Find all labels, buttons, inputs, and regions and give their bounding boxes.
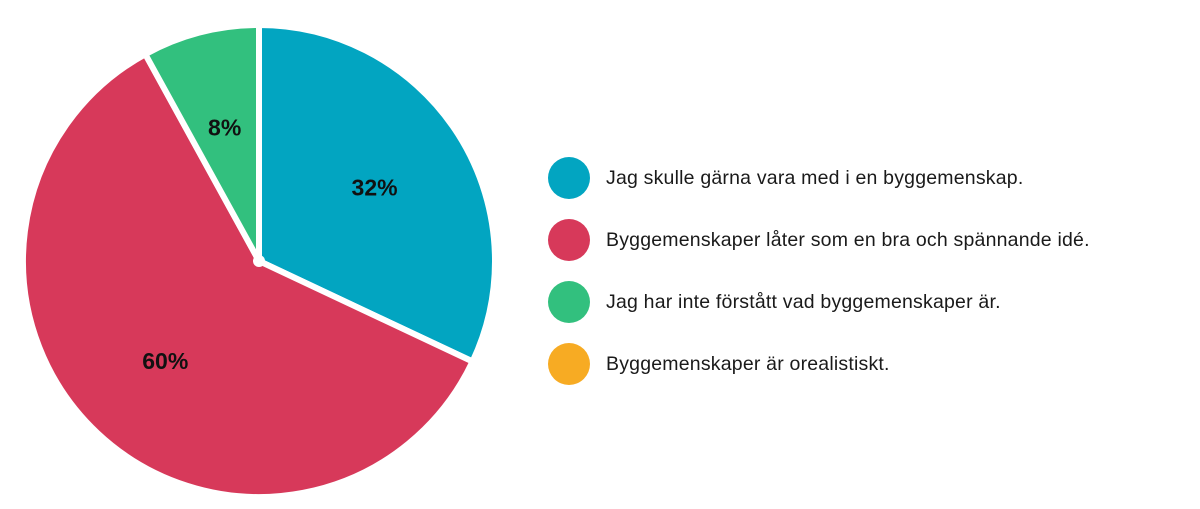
legend-swatch [548,281,590,323]
pie-slices [20,22,498,500]
pie-center-dot [253,255,265,267]
pie-chart-svg: 32% 60% 8% [20,22,498,500]
pie-slice-label-2: 8% [208,114,241,140]
legend-item: Byggemenskaper är orealistiskt. [548,341,1188,387]
legend-item: Byggemenskaper låter som en bra och spän… [548,217,1188,263]
legend-swatch [548,343,590,385]
legend-label: Byggemenskaper är orealistiskt. [606,352,890,375]
pie-slice-1 [20,51,476,500]
legend-label: Jag har inte förstått vad byggemenskaper… [606,290,1001,313]
pie-slice-2 [142,22,262,264]
legend-label: Byggemenskaper låter som en bra och spän… [606,228,1090,251]
legend-swatch [548,219,590,261]
pie-slice-label-0: 32% [352,175,398,201]
legend-label: Jag skulle gärna vara med i en byggemens… [606,166,1024,189]
legend: Jag skulle gärna vara med i en byggemens… [548,155,1188,403]
pie-slice-0 [256,22,498,365]
legend-swatch [548,157,590,199]
legend-item: Jag har inte förstått vad byggemenskaper… [548,279,1188,325]
pie-slice-labels: 32% 60% 8% [142,114,397,374]
pie-slice-label-1: 60% [142,348,188,374]
legend-item: Jag skulle gärna vara med i en byggemens… [548,155,1188,201]
